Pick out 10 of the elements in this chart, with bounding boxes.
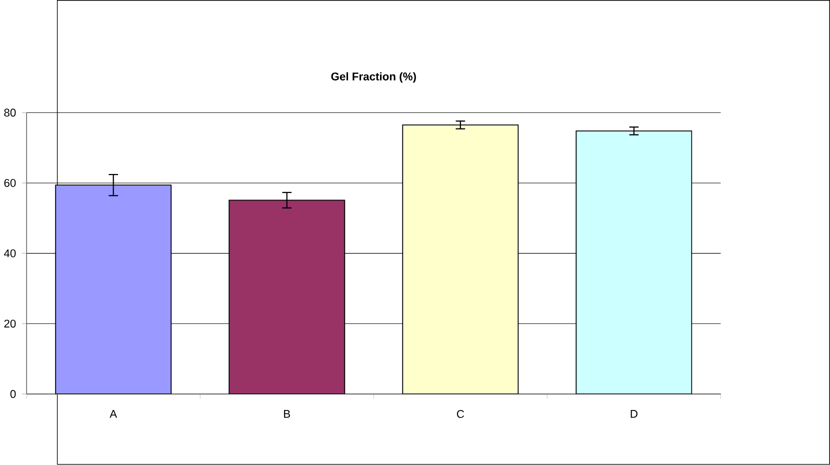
y-tick-label: 80: [4, 108, 16, 117]
y-tick-label: 0: [10, 390, 16, 398]
x-tick-label: C: [456, 410, 464, 418]
chart-title: Gel Fraction (%): [331, 72, 416, 83]
y-tick-label: 60: [4, 179, 16, 188]
x-tick-label: A: [110, 410, 118, 418]
y-tick-label: 20: [4, 320, 16, 328]
x-tick-label: B: [284, 410, 290, 418]
y-tick-label: 40: [4, 249, 16, 258]
x-tick-label: D: [630, 410, 638, 418]
